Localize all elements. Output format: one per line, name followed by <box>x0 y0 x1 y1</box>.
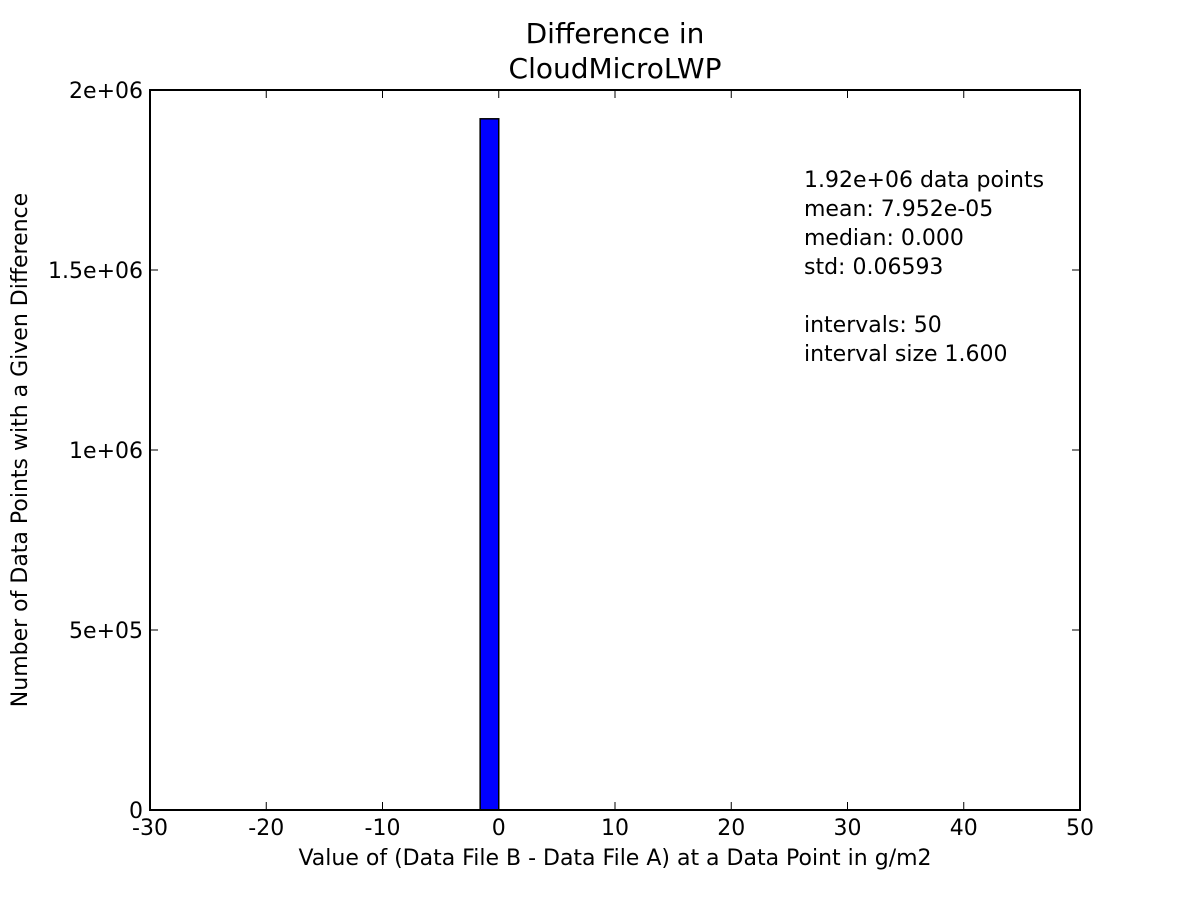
x-tick-label: -10 <box>365 816 401 841</box>
y-tick-label: 0 <box>129 799 143 824</box>
stats-line: mean: 7.952e-05 <box>804 197 993 222</box>
stats-line: std: 0.06593 <box>804 255 943 280</box>
x-tick-label: -30 <box>132 816 168 841</box>
x-tick-label: 0 <box>492 816 506 841</box>
stats-annotation: 1.92e+06 data points mean: 7.952e-05 media… <box>804 168 1044 367</box>
x-tick-label: -20 <box>248 816 284 841</box>
x-axis-label: Value of (Data File B - Data File A) at … <box>298 846 931 871</box>
y-tick-label: 2e+06 <box>69 79 143 104</box>
x-axis-ticks: -30 -20 -10 0 10 20 30 40 50 <box>132 90 1094 841</box>
chart-title-line: Difference in <box>526 17 705 50</box>
stats-line: 1.92e+06 data points <box>804 168 1044 193</box>
stats-line: median: 0.000 <box>804 226 964 251</box>
histogram-bar <box>479 118 500 811</box>
chart-title-line: CloudMicroLWP <box>509 52 722 85</box>
stats-line: interval size 1.600 <box>804 342 1008 367</box>
x-tick-label: 50 <box>1066 816 1094 841</box>
x-tick-label: 30 <box>834 816 862 841</box>
stats-line: intervals: 50 <box>804 313 942 338</box>
y-axis-label: Number of Data Points with a Given Diffe… <box>8 193 33 707</box>
x-tick-label: 20 <box>717 816 745 841</box>
y-tick-label: 1.5e+06 <box>48 259 143 284</box>
y-tick-label: 1e+06 <box>69 439 143 464</box>
histogram-bars <box>479 118 500 811</box>
x-tick-label: 10 <box>601 816 629 841</box>
y-axis-ticks: 0 5e+05 1e+06 1.5e+06 2e+06 <box>48 79 1080 824</box>
y-tick-label: 5e+05 <box>69 619 143 644</box>
x-tick-label: 40 <box>950 816 978 841</box>
